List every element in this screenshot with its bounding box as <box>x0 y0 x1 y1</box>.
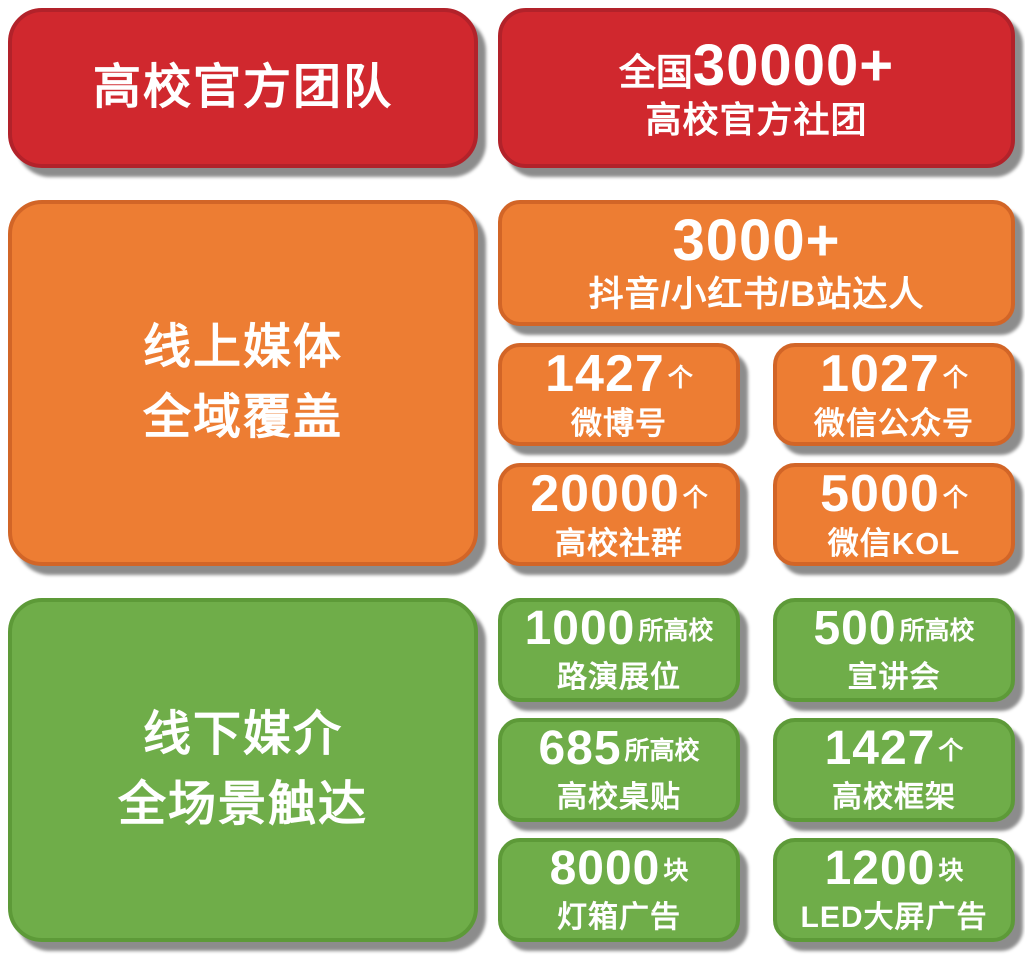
online-stats-row-2: 20000 个 高校社群 5000 个 微信KOL <box>498 463 1015 566</box>
stat-value: 500 <box>813 602 897 656</box>
stat-label: 灯箱广告 <box>557 901 681 935</box>
stat-label: 路演展位 <box>557 661 681 695</box>
stat-unit: 块 <box>938 857 964 886</box>
official-team-stat-line: 全国 30000+ <box>618 32 895 98</box>
stat-unit: 个 <box>942 363 968 392</box>
online-media-headline-box: 线上媒体 全域覆盖 <box>8 200 478 566</box>
stat-value: 685 <box>538 722 622 776</box>
online-media-headline-line2: 全域覆盖 <box>142 391 343 444</box>
stat-box-lightbox-ads: 8000 块 灯箱广告 <box>498 838 740 942</box>
stat-label: 微博号 <box>571 405 667 441</box>
stat-unit: 个 <box>667 363 693 392</box>
stat-box-roadshow: 1000 所高校 路演展位 <box>498 598 740 702</box>
stat-unit: 个 <box>942 483 968 512</box>
stat-box-influencers: 3000+ 抖音/小红书/B站达人 <box>498 200 1015 326</box>
official-team-stat-box: 全国 30000+ 高校官方社团 <box>498 8 1015 168</box>
stat-label: 抖音/小红书/B站达人 <box>588 275 925 315</box>
stat-label: 高校桌贴 <box>557 781 681 815</box>
stat-label: 微信KOL <box>827 525 961 561</box>
stat-box-wechat-official: 1027 个 微信公众号 <box>773 343 1015 446</box>
official-team-section: 高校官方团队 全国 30000+ 高校官方社团 <box>8 8 1015 168</box>
stat-box-weibo: 1427 个 微博号 <box>498 343 740 446</box>
stat-label: 宣讲会 <box>847 661 941 695</box>
stat-box-info-session: 500 所高校 宣讲会 <box>773 598 1015 702</box>
stat-value: 3000+ <box>672 208 841 274</box>
online-media-section: 线上媒体 全域覆盖 3000+ 抖音/小红书/B站达人 1427 个 微博号 <box>8 200 1015 566</box>
stat-value: 5000 <box>820 464 940 523</box>
stat-label: 高校官方社团 <box>645 99 868 141</box>
offline-media-section: 线下媒介 全场景触达 1000 所高校 路演展位 500 所高校 <box>8 598 1015 942</box>
stat-value: 1000 <box>524 602 636 656</box>
stat-unit: 所高校 <box>624 737 700 766</box>
stat-value: 1427 <box>545 344 665 403</box>
stat-label: 高校框架 <box>832 781 956 815</box>
stat-label: 高校社群 <box>555 525 683 561</box>
stat-box-desk-sticker: 685 所高校 高校桌贴 <box>498 718 740 822</box>
stat-box-wechat-kol: 5000 个 微信KOL <box>773 463 1015 566</box>
stat-label: 微信公众号 <box>814 405 974 441</box>
stat-unit: 所高校 <box>638 617 714 646</box>
stat-value: 1027 <box>820 344 940 403</box>
official-team-headline-box: 高校官方团队 <box>8 8 478 168</box>
stat-unit: 块 <box>663 857 689 886</box>
stat-box-campus-frame: 1427 个 高校框架 <box>773 718 1015 822</box>
stat-unit: 所高校 <box>899 617 975 646</box>
stat-label: LED大屏广告 <box>800 901 988 935</box>
stat-value: 1200 <box>824 842 936 896</box>
official-team-headline: 高校官方团队 <box>92 61 393 115</box>
stat-box-led-screen: 1200 块 LED大屏广告 <box>773 838 1015 942</box>
offline-stats-row-3: 8000 块 灯箱广告 1200 块 LED大屏广告 <box>498 838 1015 942</box>
stat-value: 8000 <box>549 842 661 896</box>
offline-stats-row-1: 1000 所高校 路演展位 500 所高校 宣讲会 <box>498 598 1015 702</box>
stat-value: 1427 <box>824 722 936 776</box>
offline-stats-row-2: 685 所高校 高校桌贴 1427 个 高校框架 <box>498 718 1015 822</box>
stat-unit: 个 <box>682 483 708 512</box>
online-stats-row-1: 1427 个 微博号 1027 个 微信公众号 <box>498 343 1015 446</box>
offline-media-headline-line1: 线下媒介 <box>142 708 343 762</box>
stat-value: 30000+ <box>692 32 895 98</box>
stat-prefix: 全国 <box>618 51 693 93</box>
stat-value: 20000 <box>530 464 680 523</box>
offline-media-headline-box: 线下媒介 全场景触达 <box>8 598 478 942</box>
stat-unit: 个 <box>938 737 964 766</box>
stat-box-campus-groups: 20000 个 高校社群 <box>498 463 740 566</box>
offline-media-headline-line2: 全场景触达 <box>117 778 368 831</box>
online-media-headline-line1: 线上媒体 <box>142 321 343 375</box>
